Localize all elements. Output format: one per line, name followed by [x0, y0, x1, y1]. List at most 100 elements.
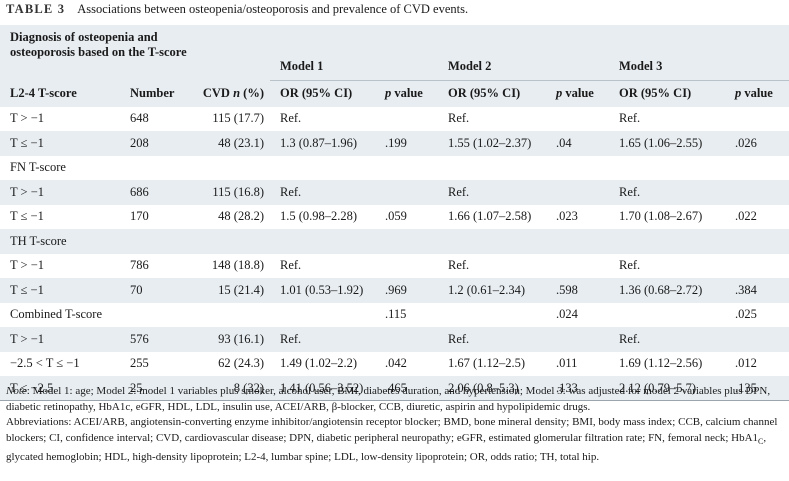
table-cell: 1.2 (0.61–2.34) — [438, 278, 546, 303]
table-row: T > −1 576 93 (16.1) Ref. Ref. Ref. — [0, 327, 789, 352]
header-row-columns: L2-4 T-score Number CVD n (%) OR (95% CI… — [0, 80, 789, 107]
table-cell: 1.70 (1.08–2.67) — [619, 209, 703, 224]
table-cell — [375, 107, 438, 132]
table-cell — [375, 180, 438, 205]
col-p-model3: p value — [725, 80, 789, 107]
table-cell: T ≤ −1 — [0, 131, 120, 156]
table-cell: T > −1 — [0, 180, 120, 205]
table-cell — [725, 327, 789, 352]
table-cell — [546, 229, 609, 254]
table-cell — [546, 180, 609, 205]
table-cell: Ref. — [438, 180, 546, 205]
table-cell — [609, 156, 725, 181]
table-cell: Ref. — [448, 258, 470, 273]
table-row: Combined T-score .115 .024 .025 — [0, 303, 789, 328]
table-cell: .026 — [725, 131, 789, 156]
table-cell: .022 — [735, 209, 757, 224]
table-cell: 1.69 (1.12–2.56) — [619, 356, 703, 371]
table-row: T > −1 648 115 (17.7) Ref. Ref. Ref. — [0, 107, 789, 132]
table-cell: 15 (21.4) — [190, 278, 270, 303]
col-or-model2: OR (95% CI) — [438, 80, 546, 107]
table-cell — [375, 254, 438, 279]
model1-header: Model 1 — [270, 25, 438, 81]
table-cell: .04 — [546, 131, 609, 156]
table-cell: 1.36 (0.68–2.72) — [609, 278, 725, 303]
table-cell: .011 — [556, 356, 578, 371]
table-cell: 686 — [120, 180, 190, 205]
table-cell: .023 — [556, 209, 578, 224]
table-cell: 1.3 (0.87–1.96) — [270, 131, 375, 156]
table-cell: 148 (18.8) — [211, 258, 264, 273]
table-cell: .199 — [375, 131, 438, 156]
table-cell: 62 (24.3) — [218, 356, 264, 371]
table-cell — [270, 303, 375, 328]
header-row-models: Diagnosis of osteopenia and osteoporosis… — [0, 25, 789, 81]
table-cell: T > −1 — [10, 258, 45, 273]
table-cell — [375, 229, 438, 254]
table-cell — [375, 327, 438, 352]
table-row: −2.5 < T ≤ −1 255 62 (24.3) 1.49 (1.02–2.2)… — [0, 352, 789, 377]
table-cell: 255 — [130, 356, 149, 371]
table-cell: 1.41 (0.56–3.52) — [270, 376, 375, 401]
table-cell — [270, 156, 375, 181]
table-cell: 1.66 (1.07–2.58) — [448, 209, 532, 224]
table-row: T > −1 786 148 (18.8) Ref. Ref. Ref. — [0, 254, 789, 279]
table-cell — [725, 254, 789, 279]
diagnosis-header: Diagnosis of osteopenia and osteoporosis… — [0, 25, 270, 80]
table-cell: 93 (16.1) — [190, 327, 270, 352]
table-cell: 8 (32) — [190, 376, 270, 401]
table-cell: Ref. — [438, 327, 546, 352]
table-row: T ≤ −1 170 48 (28.2) 1.5 (0.98–2.28) .059 1.6… — [0, 205, 789, 230]
table-cell: 2.12 (0.79–5.7) — [609, 376, 725, 401]
table-row: T ≤ −1 208 48 (23.1) 1.3 (0.87–1.96) .199 1.5… — [0, 131, 789, 156]
table-cell — [546, 327, 609, 352]
table-cell: 786 — [130, 258, 149, 273]
table-cell: 1.67 (1.12–2.5) — [448, 356, 526, 371]
table-cell — [375, 156, 438, 181]
table-cell: Ref. — [609, 327, 725, 352]
col-p-model2: p value — [546, 80, 609, 107]
table-row: TH T-score — [0, 229, 789, 254]
table-cell: .025 — [735, 307, 757, 322]
table-cell: .384 — [725, 278, 789, 303]
first-group-label: L2-4 T-score — [0, 80, 120, 107]
table-cell — [609, 229, 725, 254]
table-cell — [725, 107, 789, 132]
table-row: T > −1 686 115 (16.8) Ref. Ref. Ref. — [0, 180, 789, 205]
table-cell: 115 (16.8) — [190, 180, 270, 205]
table-row: T ≤ −2.5 25 8 (32) 1.41 (0.56–3.52) .465 2.06… — [0, 376, 789, 401]
table-cell: 648 — [130, 111, 149, 126]
model3-header: Model 3 — [609, 25, 789, 81]
table-cell: Ref. — [270, 180, 375, 205]
table-cell: .012 — [735, 356, 757, 371]
table-cell — [546, 156, 609, 181]
table-cell — [546, 107, 609, 132]
table-cell: 48 (23.1) — [190, 131, 270, 156]
abbreviations: Abbreviations: ACEI/ARB, angiotensin-con… — [6, 416, 778, 463]
table-cell: Ref. — [448, 111, 470, 126]
col-or-model3: OR (95% CI) — [609, 80, 725, 107]
table-cell: Ref. — [609, 180, 725, 205]
table-cell: FN T-score — [10, 160, 66, 175]
table-row: FN T-score — [0, 156, 789, 181]
results-table: Diagnosis of osteopenia and osteoporosis… — [0, 25, 789, 401]
table-cell — [120, 156, 190, 181]
table-cell: 576 — [120, 327, 190, 352]
table-cell: T ≤ −1 — [0, 278, 120, 303]
model2-header: Model 2 — [438, 25, 609, 81]
table-cell — [270, 229, 375, 254]
table-cell — [438, 156, 546, 181]
table-footnote: Note: Model 1: age; Model 2: model 1 var… — [6, 384, 784, 465]
table-cell: .465 — [375, 376, 438, 401]
table-cell: .042 — [385, 356, 407, 371]
table-cell: 170 — [130, 209, 149, 224]
table-cell — [120, 303, 190, 328]
table-cell: 2.06 (0.8–5.3) — [438, 376, 546, 401]
table-cell — [725, 156, 789, 181]
table-cell: T > −1 — [10, 111, 45, 126]
table-cell: Ref. — [280, 258, 302, 273]
table-cell: Ref. — [270, 327, 375, 352]
table-cell: .969 — [375, 278, 438, 303]
table-cell: Ref. — [619, 258, 641, 273]
table-cell: .024 — [556, 307, 578, 322]
